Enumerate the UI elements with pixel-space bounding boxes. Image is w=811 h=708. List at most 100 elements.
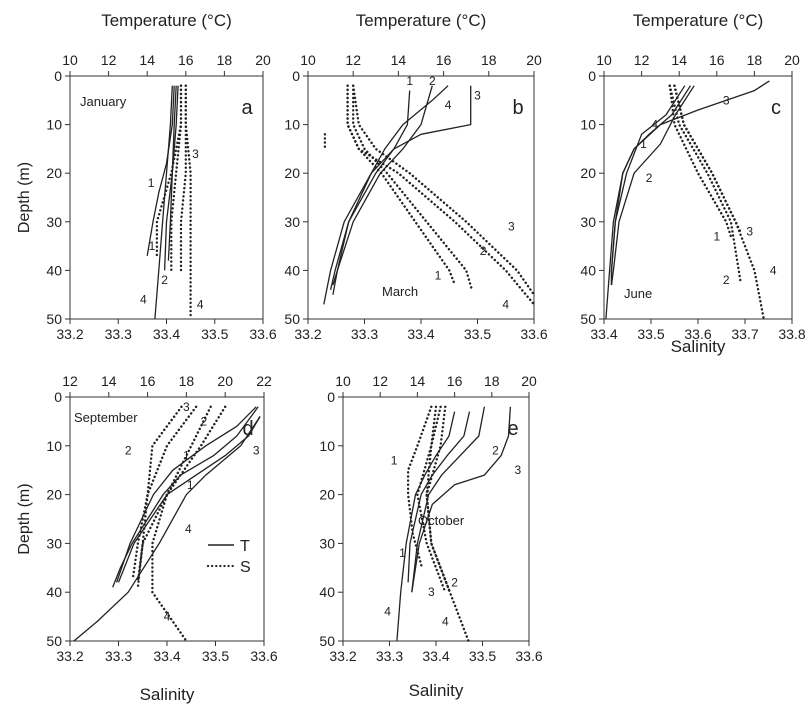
panel-a-top-tick-label: 16	[178, 52, 194, 68]
panel-d-top-tick-label: 12	[62, 373, 78, 389]
panel-d-bottom-tick-label: 33.4	[153, 648, 180, 664]
panel-d-y-tick-label: 10	[46, 438, 62, 454]
panel-a-profile-label: 2	[161, 273, 168, 287]
panel-d-profile-label: 3	[183, 400, 190, 414]
panel-c-y-tick-label: 30	[580, 214, 596, 230]
panel-b-bottom-tick-label: 33.4	[407, 326, 434, 342]
panel-a-profile-label: 1	[149, 239, 156, 253]
panel-c-salinity-profile-1	[668, 84, 733, 238]
panel-a-temperature-profile-4	[154, 85, 173, 320]
panel-a-top-tick-label: 10	[62, 52, 78, 68]
panel-e-profile-label: 1	[391, 453, 398, 467]
panel-c-profile-label: 4	[770, 263, 777, 277]
panel-b-temperature-profile-3	[323, 85, 472, 305]
panel-b-y-tick-label: 20	[284, 165, 300, 181]
panel-c-salinity-profile-3	[673, 84, 742, 233]
panel-d-y-tick-label: 50	[46, 633, 62, 649]
panel-d-temperature-profile-3	[117, 416, 261, 583]
panel-a-top-tick-label: 20	[255, 52, 271, 68]
panel-a-top-tick-label: 18	[217, 52, 233, 68]
panel-d-top-tick-label: 22	[256, 373, 272, 389]
panel-d-month-label: September	[74, 410, 138, 425]
panel-b-month-label: March	[382, 284, 418, 299]
panel-b-profile-label: 4	[445, 98, 452, 112]
panel-e-month-label: October	[418, 513, 465, 528]
panel-a-salinity-profile-3	[179, 84, 188, 272]
panel-e-bottom-tick-label: 33.4	[422, 648, 449, 664]
panel-b-top-tick-label: 10	[300, 52, 316, 68]
panel-b-salinity-profile-3	[352, 84, 536, 296]
panel-c-top-tick-label: 16	[709, 52, 725, 68]
panel-b-temperature-profile-4	[332, 85, 449, 286]
panel-a-profile-label: 1	[148, 176, 155, 190]
panel-c-y-tick-label: 40	[580, 262, 596, 278]
panel-e-profile-label: 4	[442, 614, 449, 628]
panel-a-bottom-tick-label: 33.5	[201, 326, 228, 342]
panel-d-y-tick-label: 30	[46, 535, 62, 551]
panel-b-profile-label: 3	[508, 220, 515, 234]
panel-d-salinity-profile-3	[136, 405, 198, 589]
panel-e-y-tick-label: 30	[319, 535, 335, 551]
panel-e-y-tick-label: 10	[319, 438, 335, 454]
panel-e-top-tick-label: 10	[335, 373, 351, 389]
panel-e-profile-label: 1	[399, 546, 406, 560]
panel-e-y-tick-label: 20	[319, 487, 335, 503]
panel-e-profile-label: 4	[384, 605, 391, 619]
panel-b-top-tick-label: 16	[436, 52, 452, 68]
panel-d-top-tick-label: 14	[101, 373, 117, 389]
panel-b-salinity-profile-2	[352, 84, 474, 291]
legend-salinity-label: S	[240, 559, 251, 576]
panel-d-bottom-tick-label: 33.3	[105, 648, 132, 664]
panel-e-profile-label: 3	[428, 585, 435, 599]
panel-c-top-tick-label: 12	[634, 52, 650, 68]
panel-a-top-tick-label: 14	[139, 52, 155, 68]
panel-a-bottom-tick-label: 33.4	[153, 326, 180, 342]
panel-a-salinity-profile-2	[170, 84, 183, 272]
panel-c-month-label: June	[624, 286, 652, 301]
panel-b-y-tick-label: 10	[284, 117, 300, 133]
panel-c-bottom-tick-label: 33.5	[637, 326, 664, 342]
panel-a-letter: a	[241, 97, 253, 119]
panel-d-y-tick-label: 20	[46, 487, 62, 503]
panel-b-frame	[307, 75, 535, 320]
panel-c-letter: c	[771, 97, 781, 119]
panel-c-top-tick-label: 20	[784, 52, 800, 68]
panel-b-bottom-tick-label: 33.6	[520, 326, 547, 342]
panel-b-y-tick-label: 0	[292, 68, 300, 84]
legend-temperature-label: T	[240, 538, 250, 555]
panel-c-profile-label: 1	[713, 229, 720, 243]
panel-d-letter: d	[242, 418, 253, 440]
panel-e-bottom-axis-title: Salinity	[409, 681, 464, 700]
panel-b-bottom-tick-label: 33.5	[464, 326, 491, 342]
panel-e-salinity-profile-3	[416, 405, 447, 594]
panel-c-salinity-profile-4	[673, 84, 765, 321]
panel-a-profile-label: 4	[140, 293, 147, 307]
panel-e-bottom-tick-label: 33.2	[329, 648, 356, 664]
panel-c-bottom-tick-label: 33.7	[731, 326, 758, 342]
panel-b-y-tick-label: 30	[284, 214, 300, 230]
panel-e-temperature-profile-2	[411, 406, 486, 593]
panel-c-top-tick-label: 14	[671, 52, 687, 68]
panel-a-month-label: January	[80, 94, 127, 109]
panel-e-salinity-profile-4	[425, 405, 470, 643]
panel-c-y-tick-label: 20	[580, 165, 596, 181]
panel-b-profile-label: 1	[435, 268, 442, 282]
panel-a-bottom-tick-label: 33.2	[56, 326, 83, 342]
panel-e-y-tick-label: 50	[319, 633, 335, 649]
panel-d-bottom-tick-label: 33.6	[250, 648, 277, 664]
panel-a-y-tick-label: 10	[46, 117, 62, 133]
panel-a-temperature-profile-3	[163, 85, 179, 271]
panel-c-bottom-tick-label: 33.4	[590, 326, 617, 342]
panel-b-salinity-profile-1	[346, 84, 457, 287]
panel-e-letter: e	[507, 418, 518, 440]
panel-d-profile-label: 2	[125, 444, 132, 458]
panel-a-top-tick-label: 12	[101, 52, 117, 68]
panel-e-top-tick-label: 18	[484, 373, 500, 389]
panel-c-top-axis-title: Temperature (°C)	[633, 11, 764, 30]
panel-e-top-tick-label: 14	[410, 373, 426, 389]
panel-a-temperature-profile-1	[146, 85, 175, 256]
panel-b-top-tick-label: 14	[391, 52, 407, 68]
panel-e-temperature-profile-3	[411, 406, 512, 593]
panel-e-profile-label: 2	[492, 444, 499, 458]
